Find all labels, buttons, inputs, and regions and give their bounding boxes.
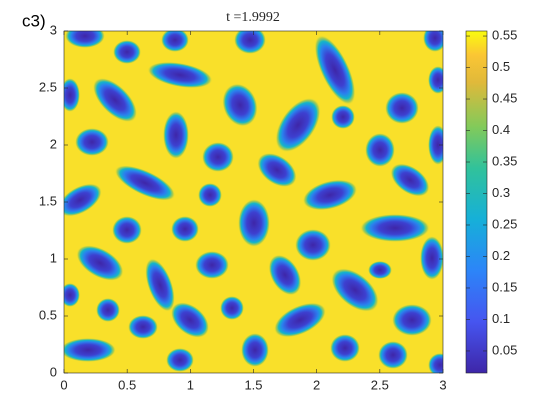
x-tick-label: 1.5 <box>244 377 262 392</box>
field-blob <box>257 152 297 188</box>
field-blob <box>241 333 269 367</box>
field-blob <box>368 261 392 279</box>
field-blob <box>171 216 199 242</box>
field-blob <box>147 61 213 89</box>
y-tick-label: 1.5 <box>39 193 57 208</box>
field-blob <box>273 302 327 338</box>
colorbar-tick-label: 0.45 <box>492 90 517 105</box>
field-blob <box>385 92 419 124</box>
y-tick-label: 0 <box>50 364 57 379</box>
y-tick-label: 1 <box>50 250 57 265</box>
field-blob <box>234 31 266 54</box>
field-blob <box>145 258 175 312</box>
field-blob <box>113 40 141 64</box>
field-blob <box>75 128 109 156</box>
field-blob <box>428 353 443 373</box>
field-blob <box>222 83 258 127</box>
field-blob <box>423 31 443 52</box>
y-tick-label: 0.5 <box>39 307 57 322</box>
field-blob <box>195 251 229 279</box>
y-tick-label: 3 <box>50 22 57 37</box>
field-blob <box>166 348 194 372</box>
x-tick-label: 3 <box>439 377 446 392</box>
colorbar-tick-label: 0.15 <box>492 279 517 294</box>
x-tick-label: 0.5 <box>118 377 136 392</box>
field-blob <box>65 31 105 48</box>
field-blob <box>161 31 189 52</box>
colorbar-tick-label: 0.5 <box>492 59 510 74</box>
x-tick-label: 1 <box>187 377 194 392</box>
field-blob <box>202 142 234 172</box>
field-blob <box>92 77 138 123</box>
colorbar-tick-label: 0.4 <box>492 122 510 137</box>
field <box>64 31 443 373</box>
field-blob <box>64 78 80 112</box>
field-blob <box>170 302 210 338</box>
x-tick-label: 0 <box>60 377 67 392</box>
field-blob <box>331 268 379 312</box>
field-blob <box>378 341 408 369</box>
field-blob <box>64 183 102 217</box>
field-blob <box>268 254 302 296</box>
field-blob <box>428 66 443 94</box>
colorbar-tick-label: 0.35 <box>492 153 517 168</box>
field-blob <box>238 199 270 247</box>
colorbar-tick-label: 0.55 <box>492 27 517 42</box>
field-blob <box>365 133 395 167</box>
y-tick-label: 2.5 <box>39 79 57 94</box>
field-blob <box>295 229 331 261</box>
colorbar-tick-label: 0.2 <box>492 248 510 263</box>
field-blob <box>64 338 116 362</box>
field-blob <box>302 179 358 211</box>
field-blob <box>360 214 430 242</box>
field-blob <box>420 236 443 280</box>
x-tick-label: 2.5 <box>371 377 389 392</box>
y-tick-label: 2 <box>50 136 57 151</box>
colorbar <box>465 30 488 374</box>
field-blob <box>220 296 244 320</box>
field-blob <box>163 111 189 159</box>
field-blob <box>112 216 142 244</box>
field-blob <box>64 283 80 307</box>
field-blob <box>392 304 432 336</box>
field-blob <box>275 97 321 153</box>
colorbar-tick-label: 0.3 <box>492 185 510 200</box>
field-blob <box>128 315 158 339</box>
field-blob <box>314 35 356 105</box>
field-blob <box>390 163 430 197</box>
field-blob <box>96 298 120 322</box>
field-blob <box>330 334 360 362</box>
field-blob <box>331 105 355 129</box>
panel-label: c3) <box>22 11 46 30</box>
field-blob <box>428 125 443 165</box>
chart-title: t =1.9992 <box>226 10 280 25</box>
field-blob <box>114 165 176 201</box>
field-blob <box>198 183 222 207</box>
colorbar-tick-label: 0.05 <box>492 342 517 357</box>
colorbar-tick-label: 0.25 <box>492 216 517 231</box>
x-tick-label: 2 <box>313 377 320 392</box>
colorbar-tick-label: 0.1 <box>492 311 510 326</box>
field-blob <box>76 245 124 281</box>
